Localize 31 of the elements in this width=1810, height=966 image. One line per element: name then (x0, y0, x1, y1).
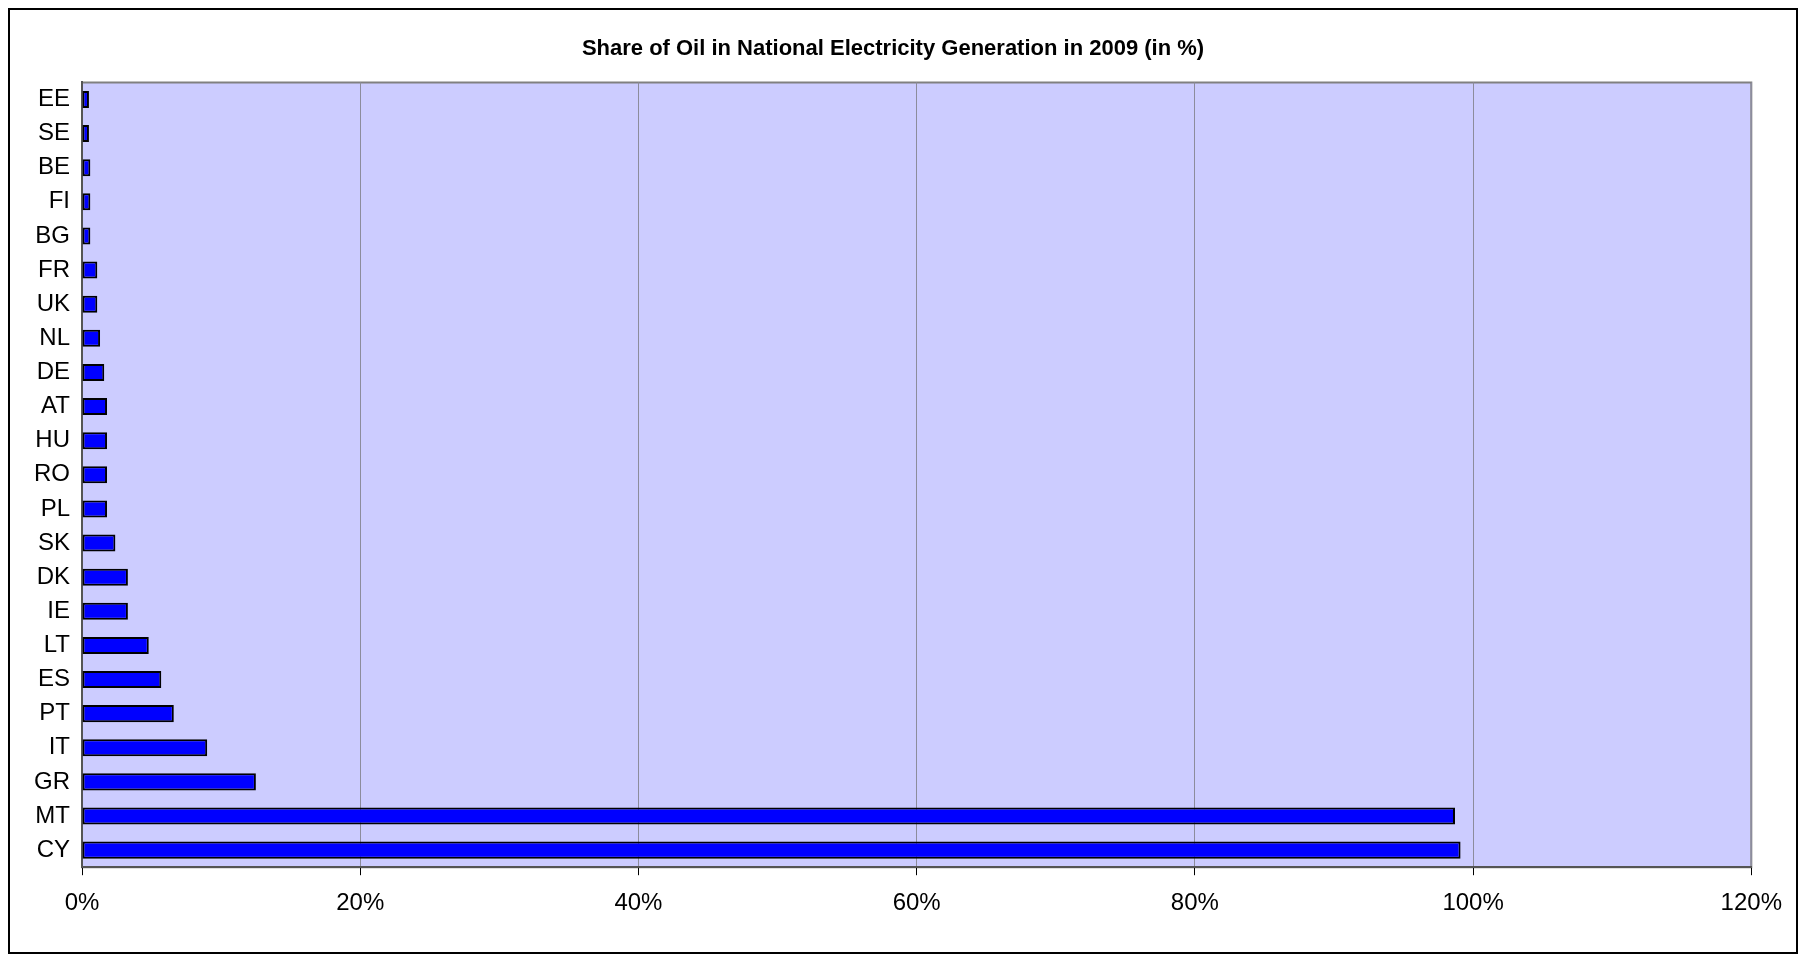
y-tick-label: DK (36, 561, 70, 589)
y-tick-label: SK (37, 527, 70, 555)
y-tick-label: NL (39, 322, 70, 350)
y-tick-label: PL (40, 493, 70, 521)
y-tick-label: AT (41, 391, 71, 419)
y-tick-label: FI (48, 186, 70, 214)
x-tick-label: 0% (64, 888, 100, 916)
chart-title: Share of Oil in National Electricity Generation in 2009 (in %) (581, 35, 1205, 61)
y-tick-label: RO (34, 459, 70, 487)
x-tick-label: 80% (1170, 888, 1219, 916)
y-tick-label: MT (35, 800, 71, 828)
x-tick-label: 20% (336, 888, 385, 916)
y-tick-label: LT (43, 630, 71, 658)
y-tick-label: GR (34, 766, 70, 794)
y-tick-label: CY (36, 834, 70, 862)
y-tick-label: PT (39, 698, 71, 726)
y-tick-label: IT (48, 732, 71, 760)
y-tick-label: EE (37, 84, 70, 112)
y-tick-label: HU (35, 425, 70, 453)
x-tick-label: 100% (1442, 888, 1504, 916)
x-tick-label: 40% (614, 888, 663, 916)
x-tick-label: 120% (1720, 888, 1782, 916)
y-tick-label: SE (37, 118, 70, 146)
y-tick-label: FR (38, 254, 70, 282)
y-tick-label: UK (36, 288, 70, 316)
y-tick-label: BE (37, 152, 70, 180)
y-tick-label: IE (47, 595, 70, 623)
x-tick-label: 60% (892, 888, 941, 916)
y-tick-label: ES (37, 664, 70, 692)
y-tick-label: BG (35, 220, 70, 248)
y-tick-label: DE (36, 357, 70, 385)
